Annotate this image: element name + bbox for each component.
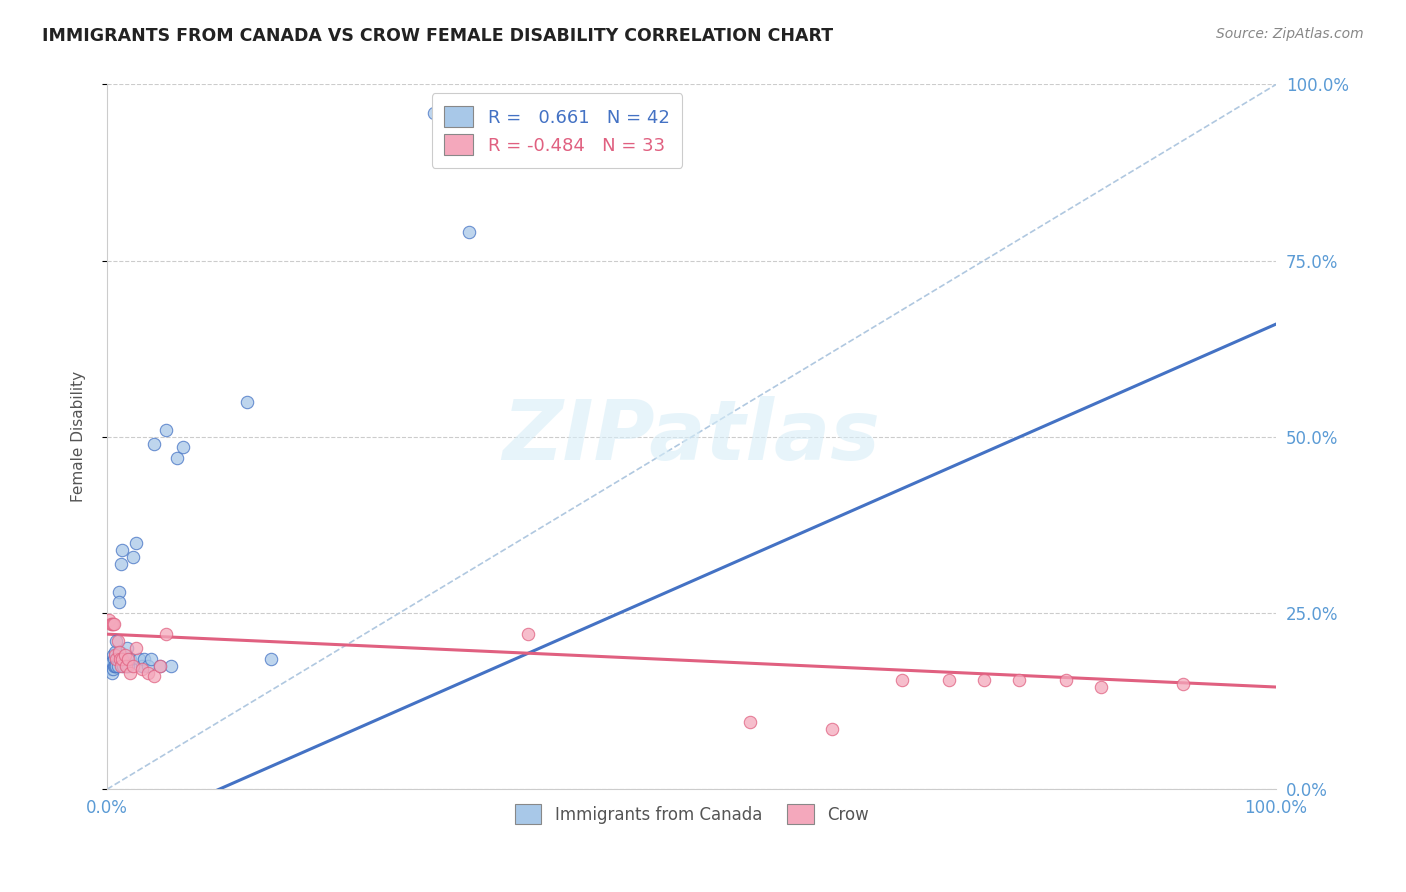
Point: [105, 652, 128, 666]
Point: [110, 557, 132, 571]
Point: [891, 673, 914, 687]
Point: [1054, 673, 1077, 687]
Point: [103, 652, 125, 666]
Point: [112, 659, 135, 673]
Point: [117, 652, 139, 666]
Point: [516, 627, 538, 641]
Point: [125, 535, 148, 549]
Point: [117, 659, 139, 673]
Point: [101, 662, 124, 676]
Point: [114, 656, 136, 670]
Point: [236, 394, 259, 409]
Point: [172, 441, 194, 455]
Point: [105, 634, 128, 648]
Point: [121, 659, 143, 673]
Point: [114, 648, 136, 663]
Point: [100, 665, 122, 680]
Point: [141, 652, 163, 666]
Point: [110, 659, 132, 673]
Point: [160, 659, 183, 673]
Legend: Immigrants from Canada, Crow: Immigrants from Canada, Crow: [505, 795, 879, 834]
Point: [155, 423, 177, 437]
Point: [125, 641, 148, 656]
Point: [136, 665, 159, 680]
Point: [155, 627, 177, 641]
Point: [111, 652, 134, 666]
Point: [142, 669, 165, 683]
Point: [101, 616, 124, 631]
Point: [114, 659, 136, 673]
Point: [131, 659, 153, 673]
Y-axis label: Female Disability: Female Disability: [72, 371, 86, 502]
Point: [1008, 673, 1031, 687]
Point: [108, 645, 131, 659]
Point: [98, 659, 121, 673]
Point: [104, 659, 127, 673]
Point: [149, 659, 172, 673]
Point: [100, 656, 122, 670]
Point: [100, 616, 122, 631]
Point: [738, 715, 761, 730]
Point: [131, 662, 153, 676]
Point: [104, 645, 127, 659]
Text: ZIPatlas: ZIPatlas: [503, 396, 880, 477]
Point: [134, 652, 156, 666]
Point: [103, 616, 125, 631]
Point: [938, 673, 960, 687]
Text: IMMIGRANTS FROM CANADA VS CROW FEMALE DISABILITY CORRELATION CHART: IMMIGRANTS FROM CANADA VS CROW FEMALE DI…: [42, 27, 834, 45]
Point: [105, 659, 128, 673]
Point: [104, 648, 127, 663]
Point: [107, 659, 129, 673]
Point: [107, 585, 129, 599]
Point: [120, 665, 142, 680]
Point: [100, 662, 122, 676]
Point: [128, 652, 150, 666]
Point: [115, 641, 138, 656]
Point: [108, 652, 131, 666]
Text: Source: ZipAtlas.com: Source: ZipAtlas.com: [1216, 27, 1364, 41]
Point: [98, 613, 121, 627]
Point: [142, 437, 165, 451]
Point: [821, 723, 844, 737]
Point: [114, 659, 136, 673]
Point: [166, 450, 188, 465]
Point: [111, 542, 134, 557]
Point: [423, 105, 446, 120]
Point: [1171, 676, 1194, 690]
Point: [458, 226, 481, 240]
Point: [121, 549, 143, 564]
Point: [136, 659, 159, 673]
Point: [260, 652, 283, 666]
Point: [1090, 680, 1112, 694]
Point: [107, 652, 129, 666]
Point: [100, 616, 122, 631]
Point: [107, 645, 129, 659]
Point: [973, 673, 995, 687]
Point: [107, 634, 129, 648]
Point: [149, 659, 172, 673]
Point: [120, 652, 142, 666]
Point: [101, 648, 124, 663]
Point: [103, 659, 125, 673]
Point: [107, 595, 129, 609]
